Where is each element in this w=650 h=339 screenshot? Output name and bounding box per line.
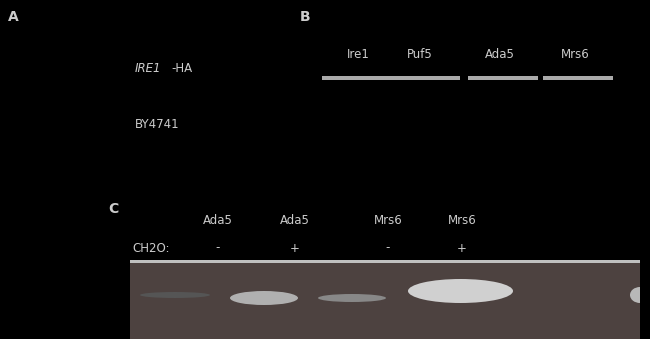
Text: C: C <box>108 202 118 216</box>
Text: Mrs6: Mrs6 <box>374 214 402 226</box>
Text: Mrs6: Mrs6 <box>560 48 590 61</box>
Text: Ada5: Ada5 <box>280 214 310 226</box>
Bar <box>468 76 538 80</box>
Text: CH2O:: CH2O: <box>132 241 170 255</box>
Bar <box>130 260 640 263</box>
Text: +: + <box>457 241 467 255</box>
Text: Ada5: Ada5 <box>485 48 515 61</box>
Text: Ada5: Ada5 <box>203 214 233 226</box>
Text: -: - <box>216 241 220 255</box>
Bar <box>130 260 640 339</box>
Bar <box>390 76 460 80</box>
Text: B: B <box>300 10 311 24</box>
Ellipse shape <box>140 292 210 298</box>
Text: IRE1: IRE1 <box>135 61 161 75</box>
Text: +: + <box>290 241 300 255</box>
Text: Mrs6: Mrs6 <box>448 214 476 226</box>
Bar <box>322 76 392 80</box>
Text: A: A <box>8 10 19 24</box>
Text: Puf5: Puf5 <box>407 48 433 61</box>
Ellipse shape <box>408 279 513 303</box>
Text: Ire1: Ire1 <box>346 48 369 61</box>
Text: -: - <box>386 241 390 255</box>
Bar <box>543 76 613 80</box>
Text: BY4741: BY4741 <box>135 119 179 132</box>
Ellipse shape <box>230 291 298 305</box>
Text: -HA: -HA <box>171 61 192 75</box>
Ellipse shape <box>318 294 386 302</box>
Ellipse shape <box>630 287 650 303</box>
